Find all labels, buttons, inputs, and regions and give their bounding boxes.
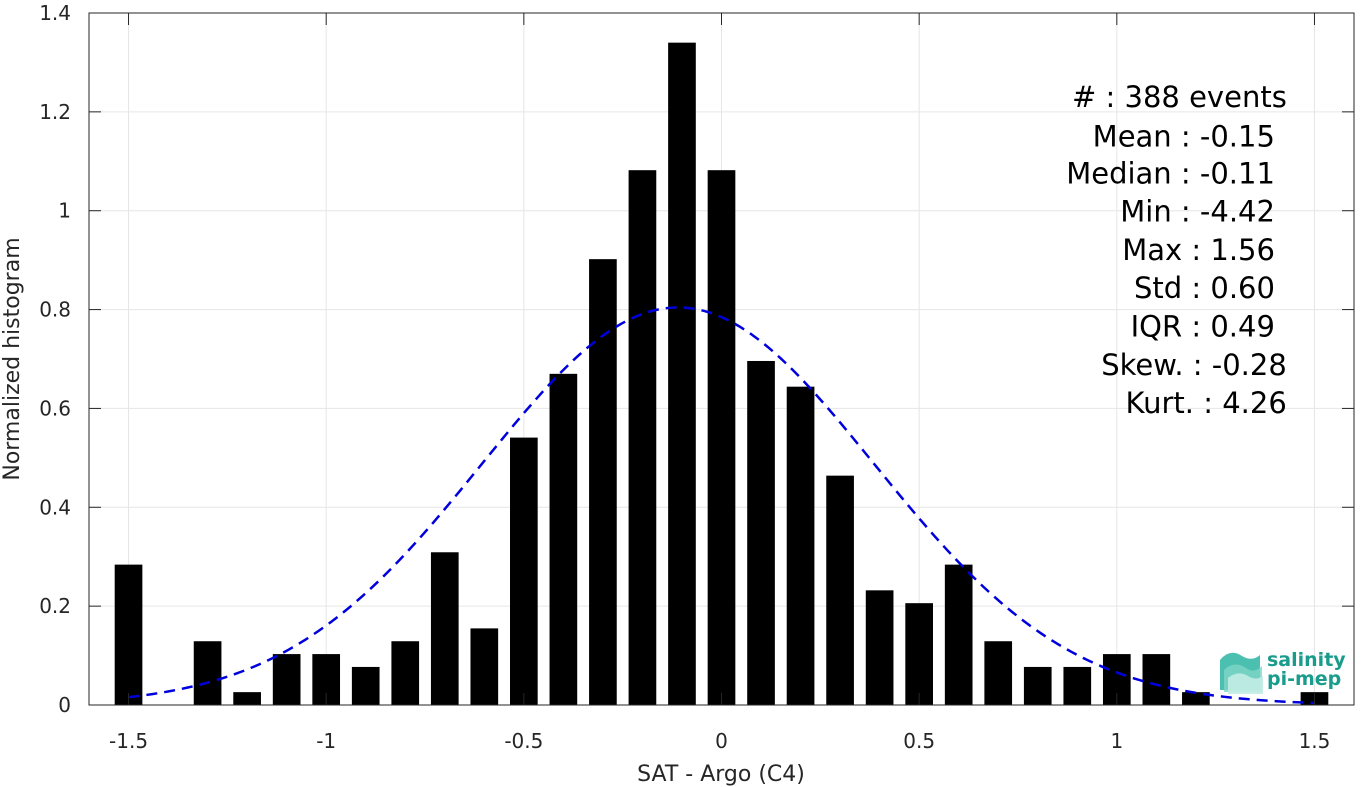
- stat-line-3: Min : -4.42: [1120, 195, 1275, 229]
- x-axis-label: SAT - Argo (C4): [637, 762, 805, 787]
- histogram-bar-13: [668, 42, 696, 705]
- stat-line-1: Mean : -0.15: [1093, 119, 1275, 153]
- stat-line-4: Max : 1.56: [1122, 233, 1275, 267]
- y-tick-label-4: 0.8: [39, 298, 71, 322]
- histogram-bar-6: [391, 641, 420, 705]
- x-tick-label-5: 1: [1110, 729, 1123, 753]
- histogram-bar-15: [747, 360, 775, 705]
- histogram-bar-2: [233, 692, 261, 705]
- x-tick-label-0: -1.5: [109, 729, 148, 753]
- stat-line-8: Kurt. : 4.26: [1126, 386, 1287, 420]
- histogram-bar-1: [193, 641, 222, 705]
- stat-line-5: Std : 0.60: [1134, 271, 1275, 305]
- histogram-bars: [114, 42, 1329, 705]
- histogram-bar-3: [272, 654, 301, 705]
- y-tick-label-6: 1.2: [39, 100, 71, 124]
- stat-line-0: # : 388 events: [1072, 80, 1287, 114]
- histogram-bar-9: [510, 437, 538, 705]
- x-tick-label-3: 0: [715, 729, 728, 753]
- salinity-pi-mep-logo: salinity pi-mep: [1220, 649, 1346, 694]
- stat-line-7: Skew. : -0.28: [1101, 348, 1287, 382]
- stat-line-6: IQR : 0.49: [1131, 309, 1275, 343]
- histogram-bar-18: [865, 590, 894, 705]
- histogram-bar-10: [549, 373, 578, 705]
- histogram-bar-12: [628, 170, 657, 705]
- histogram-bar-11: [589, 259, 617, 705]
- x-tick-label-2: -0.5: [504, 729, 543, 753]
- statistics-panel: # : 388 events Mean : -0.15 Median : -0.11…: [1066, 80, 1287, 420]
- histogram-bar-21: [984, 641, 1013, 705]
- stat-line-2: Median : -0.11: [1066, 157, 1275, 191]
- x-tick-label-4: 0.5: [903, 729, 935, 753]
- histogram-bar-25: [1142, 654, 1171, 705]
- logo-line1: salinity: [1267, 649, 1346, 671]
- y-tick-label-5: 1: [58, 199, 71, 223]
- histogram-bar-14: [707, 170, 736, 705]
- normal-fit-line: [128, 306, 1315, 705]
- y-tick-label-3: 0.6: [39, 396, 71, 420]
- x-tick-label-1: -1: [316, 729, 336, 753]
- x-tick-label-6: 1.5: [1299, 729, 1331, 753]
- histogram-bar-20: [944, 564, 973, 705]
- histogram-bar-17: [826, 475, 854, 705]
- wave-logo-icon: [1220, 652, 1263, 694]
- histogram-bar-5: [351, 666, 380, 705]
- normal-fit-curve: [128, 306, 1315, 705]
- y-tick-label-2: 0.4: [39, 495, 71, 519]
- histogram-bar-19: [905, 603, 933, 705]
- histogram-bar-7: [430, 552, 459, 705]
- histogram-bar-23: [1063, 666, 1092, 705]
- histogram-bar-16: [786, 386, 815, 705]
- y-tick-label-7: 1.4: [39, 1, 71, 25]
- histogram-bar-8: [470, 628, 499, 705]
- y-tick-label-1: 0.2: [39, 594, 71, 618]
- plot-axes: [88, 12, 1355, 706]
- logo-line2: pi-mep: [1267, 668, 1341, 690]
- y-tick-label-0: 0: [58, 693, 71, 717]
- y-axis-label: Normalized histogram: [0, 237, 25, 480]
- histogram-bar-0: [114, 564, 143, 705]
- tick-labels: -1.5 -1 -0.5 0 0.5 1 1.5 0 0.2 0.4 0.6 0.8 1 1.2 1.4: [39, 1, 1330, 753]
- histogram-bar-26: [1182, 692, 1210, 705]
- histogram-bar-22: [1023, 666, 1052, 705]
